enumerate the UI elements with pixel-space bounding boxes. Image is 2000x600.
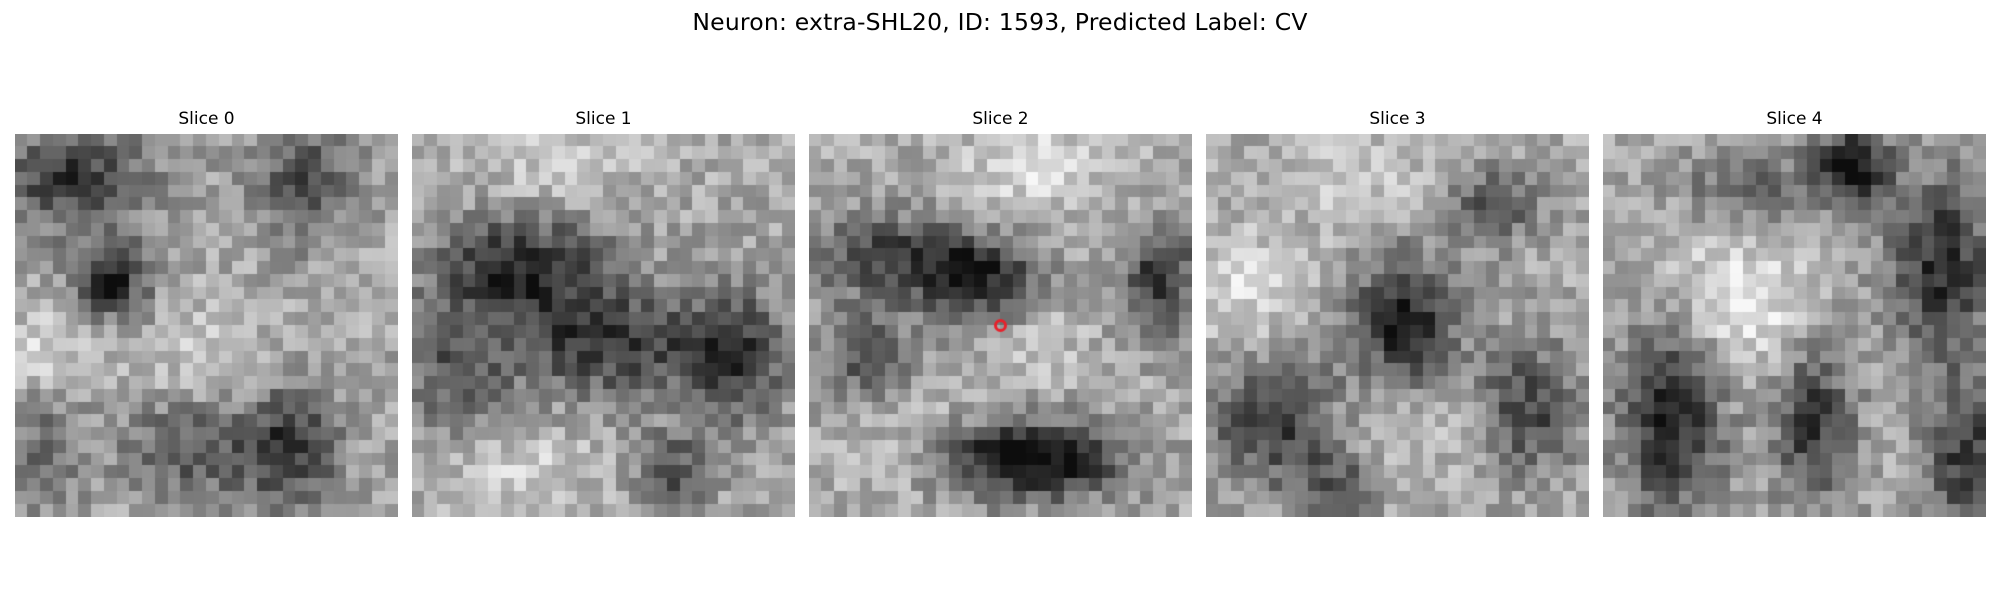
panel-title-slice-1: Slice 1 [575,109,632,129]
panel-title-slice-0: Slice 0 [178,109,235,129]
slice-4-image [1603,134,1986,517]
slice-1-image [412,134,795,517]
slice-0-image [15,134,398,517]
panel-title-slice-3: Slice 3 [1369,109,1426,129]
slice-3-image [1206,134,1589,517]
panel-title-slice-4: Slice 4 [1766,109,1823,129]
slice-2-image [809,134,1192,517]
panel-title-slice-2: Slice 2 [972,109,1029,129]
figure-title: Neuron: extra-SHL20, ID: 1593, Predicted… [692,8,1308,36]
